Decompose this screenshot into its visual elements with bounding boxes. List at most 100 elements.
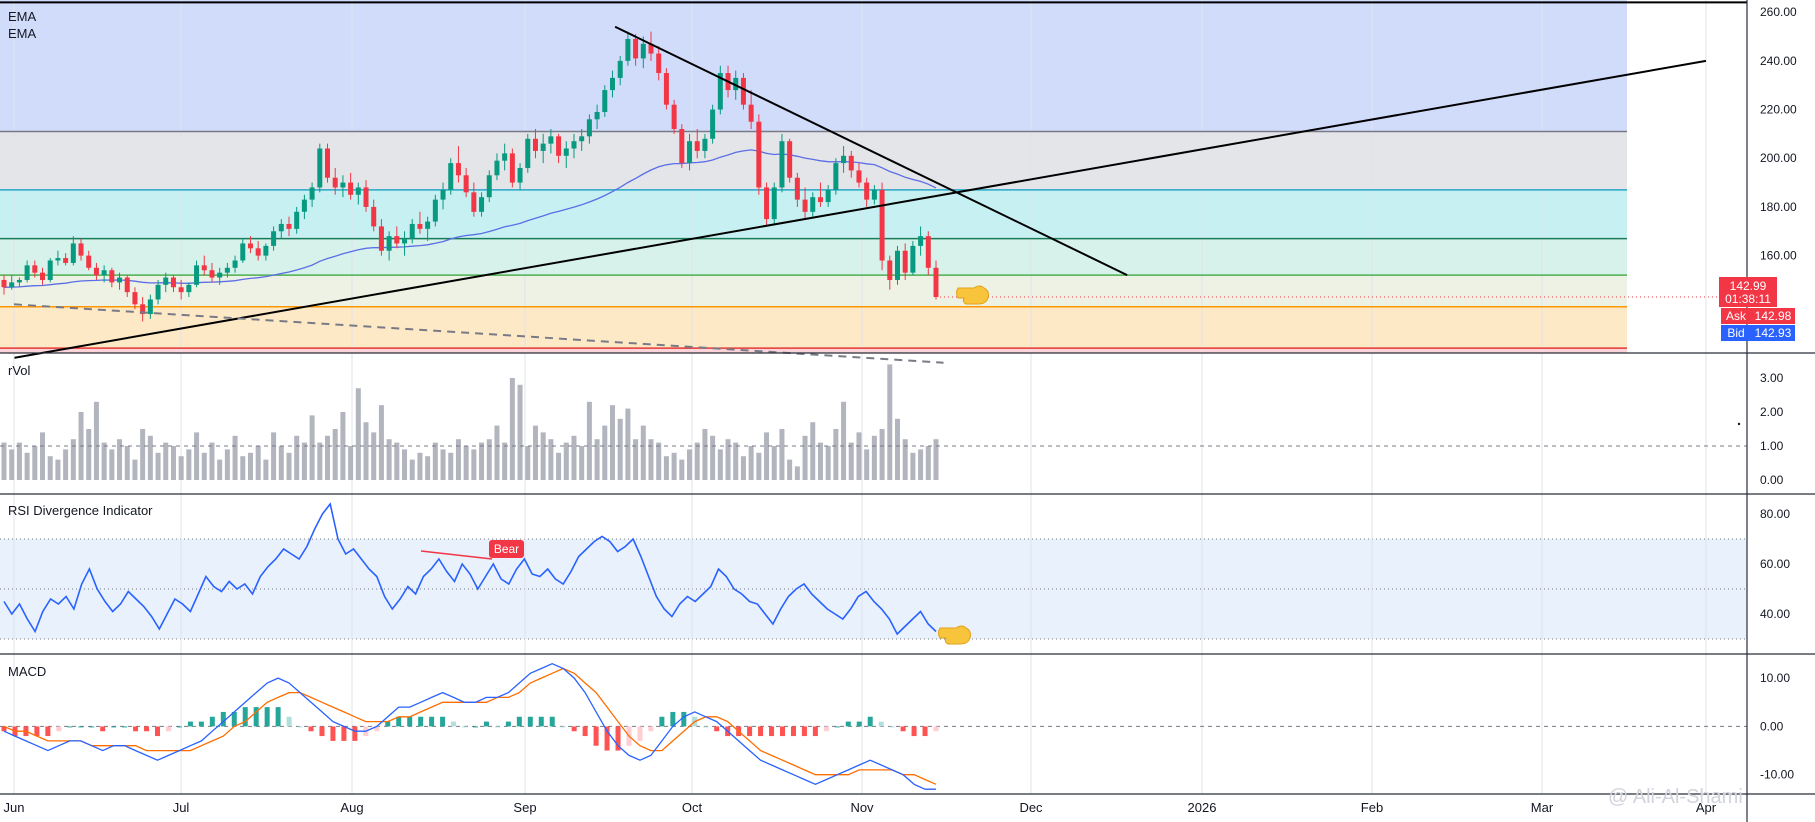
macd-hist-bar-14 xyxy=(155,726,161,737)
rvol-bar-40 xyxy=(309,415,315,480)
bid-label: Bid xyxy=(1727,326,1744,340)
candles[interactable] xyxy=(1,31,939,322)
macd-label[interactable]: MACD xyxy=(8,664,46,679)
ask-label: Ask xyxy=(1726,309,1747,323)
rvol-bar-43 xyxy=(332,429,338,480)
candle-body-62 xyxy=(479,197,485,212)
rvol-bar-119 xyxy=(918,449,924,480)
rvol-bar-26 xyxy=(201,452,207,480)
macd-hist-bar-79 xyxy=(867,716,873,727)
price-pane[interactable]: EMA EMA xyxy=(0,0,1747,364)
rvol-label[interactable]: rVol xyxy=(8,363,31,378)
bid-price: 142.93 xyxy=(1755,326,1792,340)
candle-body-4 xyxy=(32,265,38,273)
rvol-bar-0 xyxy=(1,442,7,480)
price-tick-1: 240.00 xyxy=(1760,54,1797,68)
candle-body-77 xyxy=(594,111,600,120)
macd-hist-bar-37 xyxy=(407,716,413,727)
rvol-bar-120 xyxy=(925,446,931,480)
rvol-bar-101 xyxy=(779,429,785,480)
candle-body-112 xyxy=(864,182,870,200)
month-label-5: Nov xyxy=(850,800,874,815)
rvol-bar-78 xyxy=(602,425,608,480)
rvol-bar-44 xyxy=(340,412,346,480)
candle-body-60 xyxy=(463,175,469,193)
macd-hist-bar-51 xyxy=(560,726,566,728)
macd-hist-bar-44 xyxy=(483,721,489,727)
ask-price: 142.98 xyxy=(1755,309,1792,323)
candle-body-44 xyxy=(340,182,346,188)
candle-body-65 xyxy=(502,153,508,161)
price-axis[interactable]: 260.00 240.00 220.00 200.00 180.00 160.00 3.00… xyxy=(1760,5,1797,782)
macd-hist-bar-46 xyxy=(505,721,511,727)
candle-body-107 xyxy=(825,189,831,203)
rvol-bar-95 xyxy=(733,442,739,480)
macd-hist-bar-50 xyxy=(549,716,555,727)
rvol-bar-77 xyxy=(594,439,600,480)
rvol-bar-3 xyxy=(24,452,30,480)
rvol-bar-45 xyxy=(348,446,354,480)
rvol-pane[interactable]: rVol xyxy=(0,353,1747,494)
candle-body-37 xyxy=(286,223,292,229)
macd-hist-bar-26 xyxy=(286,716,292,727)
rsi-label[interactable]: RSI Divergence Indicator xyxy=(8,503,153,518)
rvol-bar-108 xyxy=(833,429,839,480)
rvol-bar-33 xyxy=(255,446,261,480)
rvol-bar-2 xyxy=(16,442,22,480)
rvol-bar-74 xyxy=(571,435,577,480)
candle-body-56 xyxy=(432,199,438,222)
month-label-1: Jul xyxy=(173,800,190,815)
macd-hist-bar-31 xyxy=(341,726,347,741)
ema-label-1[interactable]: EMA xyxy=(8,9,37,24)
rvol-bar-112 xyxy=(864,449,870,480)
candle-body-64 xyxy=(494,160,500,176)
macd-hist-bar-28 xyxy=(308,726,314,732)
rvol-bar-80 xyxy=(617,418,623,480)
macd-hist-bar-41 xyxy=(451,721,457,727)
ema-label-2[interactable]: EMA xyxy=(8,26,37,41)
macd-hist-bar-85 xyxy=(933,726,939,732)
candle-body-78 xyxy=(602,90,608,112)
macd-hist-bar-20 xyxy=(220,711,226,727)
rvol-bar-20 xyxy=(155,452,161,480)
candle-body-48 xyxy=(371,206,377,227)
rvol-bar-34 xyxy=(263,459,269,480)
rsi-tick-0: 80.00 xyxy=(1760,507,1790,521)
price-tick-2: 220.00 xyxy=(1760,103,1797,117)
candle-body-27 xyxy=(209,270,215,278)
candle-body-0 xyxy=(1,279,7,288)
price-zone-6 xyxy=(0,348,1627,353)
rvol-bar-99 xyxy=(764,432,770,480)
macd-hist-bar-34 xyxy=(374,726,380,732)
macd-hist-bar-25 xyxy=(275,707,281,727)
rsi-polyline xyxy=(3,502,937,636)
rvol-bar-121 xyxy=(933,439,939,480)
candle-body-8 xyxy=(63,258,69,263)
macd-hist-bar-35 xyxy=(385,721,391,727)
rvol-bar-52 xyxy=(402,449,408,480)
macd-hist-bar-18 xyxy=(198,721,204,727)
bear-tag-text: Bear xyxy=(494,542,519,556)
macd-hist-bar-56 xyxy=(615,726,621,751)
rvol-bar-30 xyxy=(232,435,238,480)
rvol-bar-76 xyxy=(586,401,592,480)
candle-body-31 xyxy=(240,243,246,261)
macd-pane[interactable]: MACD xyxy=(0,654,1747,794)
rvol-bar-75 xyxy=(579,446,585,480)
macd-hist-bar-32 xyxy=(352,726,358,741)
macd-hist-bar-65 xyxy=(714,726,720,732)
rsi-band xyxy=(0,538,1747,640)
rvol-bar-46 xyxy=(355,388,361,480)
candle-body-7 xyxy=(55,258,61,261)
macd-hist-bar-17 xyxy=(187,721,193,727)
rsi-pane[interactable]: Bear RSI Divergence Indicator xyxy=(0,494,1747,654)
macd-hist-bar-77 xyxy=(845,721,851,727)
month-label-7: 2026 xyxy=(1188,800,1217,815)
macd-hist-bar-39 xyxy=(429,716,435,727)
time-axis[interactable]: Jun Jul Aug Sep Oct Nov Dec 2026 Feb Mar Apr xyxy=(4,800,1717,815)
macd-hist-bar-60 xyxy=(659,716,665,727)
rvol-bar-50 xyxy=(386,439,392,480)
candle-body-19 xyxy=(147,299,153,315)
